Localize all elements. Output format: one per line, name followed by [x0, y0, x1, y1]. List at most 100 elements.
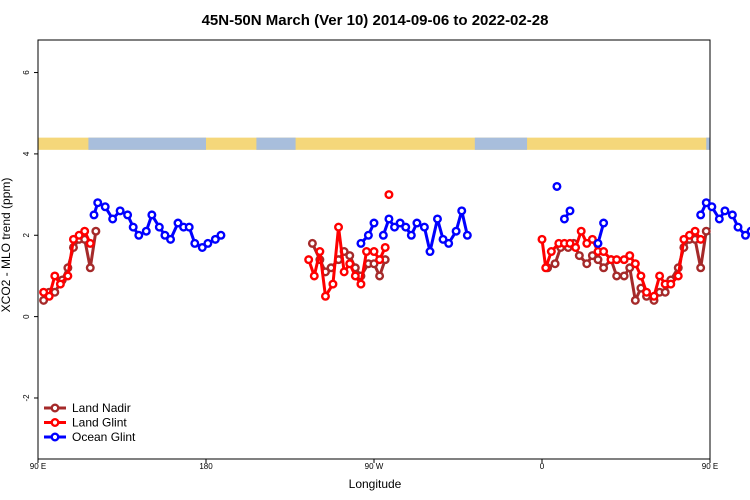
land-glint-point — [339, 267, 349, 277]
land-glint-point — [345, 259, 355, 269]
land-glint-point — [696, 234, 706, 244]
chart-title: 45N-50N March (Ver 10) 2014-09-06 to 202… — [202, 12, 549, 29]
land-glint-point — [537, 234, 547, 244]
ocean-glint-point — [599, 218, 609, 228]
ocean-glint-point — [720, 206, 730, 216]
y-tick-label: 0 — [22, 314, 31, 319]
ocean-glint-point — [160, 230, 170, 240]
ocean-glint-point — [727, 210, 737, 220]
land-glint-point — [85, 238, 95, 248]
land-glint-point — [546, 247, 556, 257]
legend-marker-land-glint — [50, 418, 60, 428]
ocean-glint-point — [197, 242, 207, 252]
ocean-glint-point — [451, 226, 461, 236]
land-nadir-point — [587, 251, 597, 261]
land-glint-point — [384, 190, 394, 200]
ocean-glint-point — [190, 238, 200, 248]
ocean-glint-point — [714, 214, 724, 224]
ocean-glint-point — [378, 230, 388, 240]
ocean-glint-point — [216, 230, 226, 240]
ocean-glint-point — [701, 198, 711, 208]
landmask-ocean — [256, 137, 296, 150]
ocean-glint-point — [184, 222, 194, 232]
land-glint-point — [309, 271, 319, 281]
ocean-glint-point — [740, 230, 750, 240]
series-land-glint — [39, 190, 706, 301]
ocean-glint-point — [395, 218, 405, 228]
land-nadir-point — [375, 271, 385, 281]
landmask-ocean — [474, 137, 528, 150]
ocean-glint-point — [462, 230, 472, 240]
ocean-glint-point — [356, 238, 366, 248]
ocean-glint-point — [746, 226, 750, 236]
y-tick-label: -2 — [22, 394, 31, 402]
ocean-glint-point — [173, 218, 183, 228]
land-glint-point — [304, 255, 314, 265]
land-nadir-point — [701, 226, 711, 236]
land-glint-point — [328, 279, 338, 289]
land-glint-point — [68, 234, 78, 244]
landmask-band — [38, 137, 710, 150]
land-glint-point — [599, 247, 609, 257]
ocean-glint-point — [444, 238, 454, 248]
land-glint-point — [619, 255, 629, 265]
x-tick-label: 90 W — [365, 462, 384, 471]
ocean-glint-point — [141, 226, 151, 236]
land-glint-point — [666, 279, 676, 289]
ocean-glint-point — [559, 214, 569, 224]
ocean-glint-point — [128, 222, 138, 232]
ocean-glint-point — [432, 214, 442, 224]
land-glint-point — [44, 291, 54, 301]
ocean-glint-point — [93, 198, 103, 208]
ocean-glint-point — [419, 222, 429, 232]
land-nadir-point — [307, 238, 317, 248]
land-nadir-point — [612, 271, 622, 281]
land-glint-point — [541, 263, 551, 273]
land-glint-point — [74, 230, 84, 240]
ocean-glint-point — [457, 206, 467, 216]
ocean-glint-point — [363, 230, 373, 240]
land-glint-point — [369, 247, 379, 257]
land-glint-point — [315, 247, 325, 257]
land-glint-point — [649, 291, 659, 301]
land-glint-point — [587, 234, 597, 244]
landmask-ocean — [88, 137, 206, 150]
y-axis-label: XCO2 - MLO trend (ppm) — [0, 178, 13, 313]
x-tick-label: 0 — [540, 462, 545, 471]
ocean-glint-point — [401, 222, 411, 232]
ocean-glint-point — [438, 234, 448, 244]
ocean-glint-point — [412, 218, 422, 228]
ocean-glint-point — [565, 206, 575, 216]
land-glint-point — [375, 255, 385, 265]
land-glint-point — [39, 287, 49, 297]
land-glint-point — [565, 238, 575, 248]
land-nadir-point — [619, 271, 629, 281]
y-tick-label: 4 — [22, 151, 31, 156]
x-tick-label: 180 — [199, 462, 213, 471]
x-tick-label: 90 E — [702, 462, 718, 471]
land-glint-point — [673, 271, 683, 281]
land-glint-point — [350, 271, 360, 281]
land-nadir-point — [85, 263, 95, 273]
y-tick-label: 2 — [22, 232, 31, 237]
land-nadir-point — [625, 263, 635, 273]
land-glint-point — [320, 291, 330, 301]
land-glint-point — [80, 226, 90, 236]
land-nadir-point — [91, 226, 101, 236]
ocean-glint-point — [147, 210, 157, 220]
land-nadir-point — [630, 295, 640, 305]
land-glint-point — [612, 255, 622, 265]
land-glint-point — [356, 279, 366, 289]
land-glint-point — [63, 271, 73, 281]
ocean-glint-point — [108, 214, 118, 224]
ocean-glint-point — [166, 234, 176, 244]
land-nadir-point — [696, 263, 706, 273]
ocean-glint-point — [406, 230, 416, 240]
land-nadir-point — [369, 259, 379, 269]
land-glint-point — [582, 238, 592, 248]
ocean-glint-point — [115, 206, 125, 216]
legend-marker-land-nadir — [50, 403, 60, 413]
land-nadir-point — [39, 295, 49, 305]
